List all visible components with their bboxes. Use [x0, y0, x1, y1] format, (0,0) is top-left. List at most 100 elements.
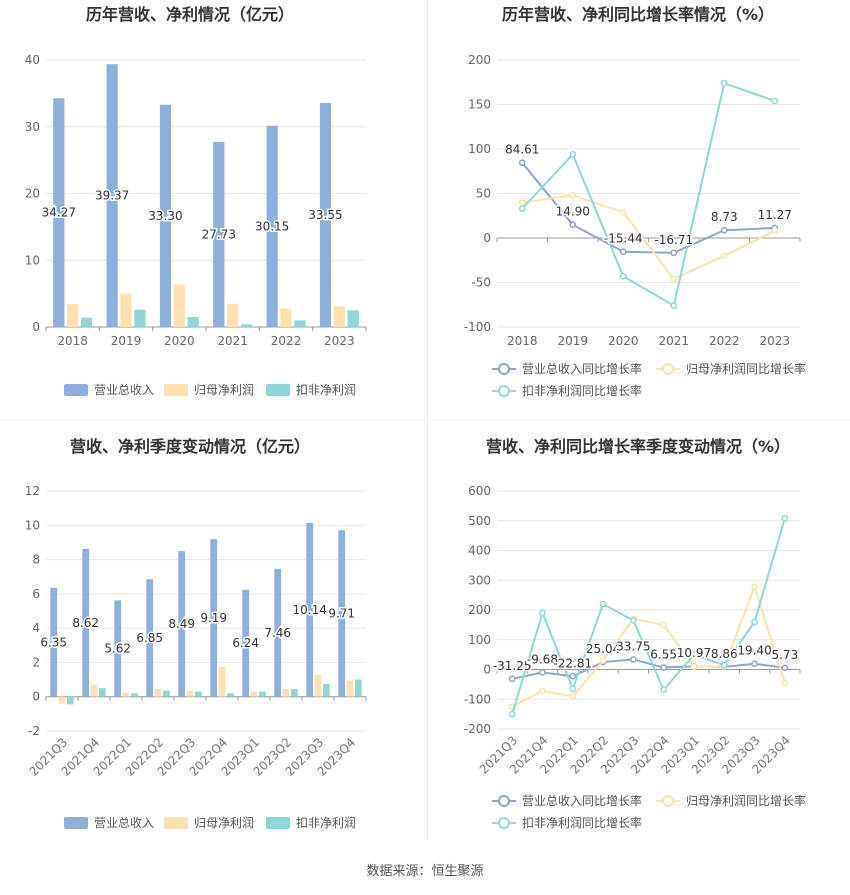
data-point: [619, 272, 627, 280]
bar-data-label: 33.30: [148, 209, 182, 223]
y-tick-label: 20: [25, 187, 40, 201]
bar-revenue: [53, 98, 65, 328]
legend-swatch: [266, 384, 290, 396]
bar-revenue: [114, 600, 122, 697]
data-point: [751, 618, 758, 626]
bar-revenue: [210, 539, 218, 697]
bar-revenue: [242, 589, 250, 697]
data-point: [720, 226, 728, 234]
data-point: [518, 205, 526, 212]
data-point: [720, 252, 728, 260]
bar-deducted-profit: [187, 316, 199, 327]
legend-label: 营业总收入: [94, 816, 154, 830]
bar-deducted-profit: [240, 324, 253, 327]
bar-revenue: [106, 64, 118, 327]
bar-deducted-profit: [258, 691, 266, 697]
series-line: [521, 162, 775, 254]
data-point: [508, 675, 516, 683]
legend-label: 归母净利润: [194, 816, 254, 830]
bar-data-label: 6.85: [136, 631, 163, 645]
y-tick-label: 10: [25, 518, 40, 532]
series-line: [522, 194, 776, 281]
x-tick-label: 2019: [111, 334, 142, 348]
bar-data-label: 30.15: [255, 219, 289, 233]
legend-item: 扣非净利润: [266, 816, 356, 830]
bar-deducted-profit: [294, 320, 306, 327]
bar-deducted-profit: [130, 693, 138, 697]
bar-data-label: 6.24: [232, 636, 259, 650]
bar-revenue: [338, 530, 346, 697]
y-tick-label: 8: [32, 553, 40, 567]
bar-data-label: 33.55: [308, 208, 342, 222]
bar-deducted-profit: [290, 689, 298, 697]
bar-net-profit: [333, 306, 345, 327]
bar-deducted-profit: [134, 309, 146, 327]
data-point: [771, 97, 779, 105]
legend-label: 归母净利润: [194, 383, 254, 397]
data-point: [539, 687, 546, 695]
bar-net-profit: [122, 692, 130, 697]
legend-swatch: [266, 817, 290, 829]
data-point: [751, 583, 758, 591]
x-tick-label: 2023: [759, 334, 790, 348]
legend-label: 归母净利润同比增长率: [686, 793, 806, 808]
line-data-label: 11.27: [758, 208, 792, 222]
x-tick-label: 2019: [557, 334, 588, 348]
bar-revenue: [274, 568, 282, 697]
line-data-label: 6.55: [650, 648, 677, 662]
line-data-label: 84.61: [505, 143, 539, 157]
series-line: [511, 658, 785, 680]
bar-revenue: [50, 587, 58, 697]
legend-item: 归母净利润同比增长率: [656, 793, 806, 808]
y-tick-label: 100: [468, 142, 491, 156]
x-tick-label: 2021: [217, 334, 248, 348]
y-tick-label: 200: [468, 603, 491, 617]
line-data-label: 5.73: [771, 648, 798, 662]
legend-marker: [498, 795, 510, 807]
data-source-footer: 数据来源：恒生聚源: [366, 864, 484, 879]
data-point: [569, 672, 577, 680]
bar-net-profit: [227, 303, 239, 327]
bar-deducted-profit: [98, 688, 106, 697]
x-tick-label: 2020: [608, 334, 639, 348]
x-tick-label: 2022: [709, 334, 740, 348]
data-point: [619, 208, 627, 216]
y-tick-label: 12: [25, 484, 40, 498]
data-point: [569, 150, 577, 158]
legend-item: 归母净利润: [164, 383, 254, 397]
x-tick-label: 2018: [57, 334, 88, 348]
bar-revenue: [178, 551, 186, 697]
chart-quarterly-amounts: 营收、净利季度变动情况（亿元）-20246810122021Q32021Q420…: [25, 437, 367, 830]
bar-data-label: 7.46: [264, 626, 291, 640]
bar-data-label: 5.62: [104, 642, 131, 656]
data-point: [720, 79, 728, 87]
data-point: [670, 249, 678, 257]
y-tick-label: -2: [28, 724, 40, 738]
series-line: [511, 583, 786, 708]
bar-net-profit: [154, 689, 162, 697]
bar-deducted-profit: [194, 691, 202, 697]
data-point: [670, 275, 678, 283]
y-tick-label: 150: [468, 98, 491, 112]
data-point: [720, 661, 728, 669]
y-tick-label: 200: [468, 53, 491, 67]
legend-item: 扣非净利润: [266, 383, 356, 397]
x-tick-label: 2023: [324, 334, 355, 348]
bar-net-profit: [218, 666, 226, 697]
bar-data-label: 9.19: [200, 611, 227, 625]
y-tick-label: -200: [464, 722, 491, 736]
legend-marker: [662, 363, 674, 375]
bar-data-label: 10.14: [293, 603, 327, 617]
bar-deducted-profit: [347, 310, 359, 327]
legend-item: 营业总收入: [64, 383, 154, 397]
data-point: [599, 600, 607, 608]
bar-data-label: 34.27: [42, 206, 76, 220]
legend-label: 营业总收入同比增长率: [522, 793, 642, 808]
data-point: [660, 621, 668, 629]
legend-swatch: [164, 817, 188, 829]
bar-deducted-profit: [322, 683, 330, 697]
bar-net-profit: [314, 674, 322, 697]
data-point: [660, 664, 668, 671]
data-point: [670, 302, 678, 309]
